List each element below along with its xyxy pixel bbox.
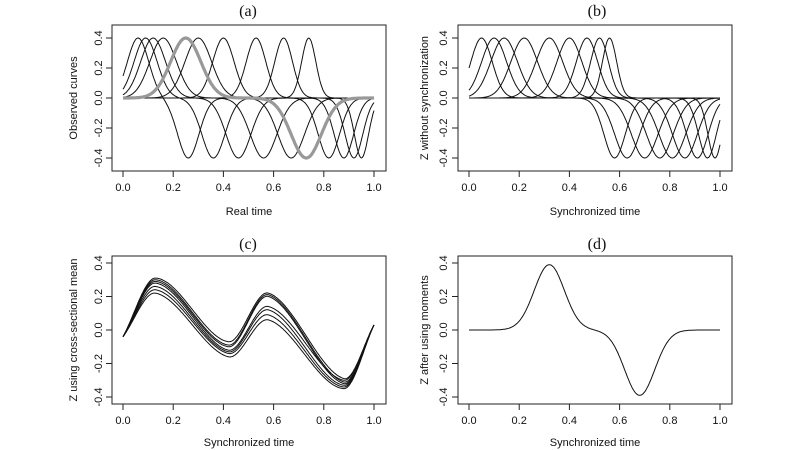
panel-b-xticks: 0.0 0.2 0.4 0.6 0.8 1.0: [461, 171, 728, 194]
xtick-label: 0.0: [461, 415, 476, 427]
xtick-label: 0.0: [461, 182, 476, 194]
xtick-label: 0.8: [662, 415, 677, 427]
xtick-label: 0.8: [316, 182, 331, 194]
panel-d-curves: [469, 264, 720, 396]
ytick-label: -0.4: [93, 149, 105, 168]
xtick-label: 0.4: [562, 415, 577, 427]
ytick-label: 0.0: [438, 90, 450, 105]
panel-c-yticks: -0.4 -0.2 0.0 0.2 0.4: [93, 255, 112, 406]
xtick-label: 0.8: [316, 415, 331, 427]
panel-a-xlabel: Real time: [226, 206, 272, 218]
panel-d: (d) Synchronized time Z after using mome…: [419, 236, 733, 449]
panel-b-xlabel: Synchronized time: [550, 206, 641, 218]
curve-c-5: [122, 285, 375, 386]
panel-b-ylabel: Z without synchronization: [419, 36, 431, 160]
xtick-label: 0.4: [216, 182, 231, 194]
panel-c-xticks: 0.0 0.2 0.4 0.6 0.8 1.0: [115, 404, 382, 427]
xtick-label: 0.2: [512, 182, 527, 194]
ytick-label: -0.2: [438, 354, 450, 373]
ytick-label: 0.4: [438, 255, 450, 270]
ytick-label: 0.4: [93, 255, 105, 270]
curve-c-4: [122, 282, 375, 381]
panel-d-title: (d): [588, 236, 607, 253]
ytick-label: -0.4: [93, 388, 105, 407]
curve-a-10: [122, 36, 375, 160]
xtick-label: 1.0: [712, 182, 727, 194]
panel-b-yticks: -0.4 -0.2 0.0 0.2 0.4: [438, 30, 458, 167]
panel-d-xlabel: Synchronized time: [550, 437, 641, 449]
xtick-label: 0.6: [266, 182, 281, 194]
xtick-label: 0.0: [115, 182, 130, 194]
xtick-label: 0.4: [562, 182, 577, 194]
curve-c-6: [122, 289, 375, 388]
curve-c-7: [122, 292, 375, 390]
curve-b-9: [469, 37, 721, 159]
panel-a-ylabel: Observed curves: [68, 56, 80, 140]
panel-c-ylabel: Z using cross-sectional mean: [68, 258, 80, 401]
panel-a-xticks: 0.0 0.2 0.4 0.6 0.8 1.0: [115, 171, 382, 194]
ytick-label: 0.4: [438, 30, 450, 45]
ytick-label: -0.2: [93, 354, 105, 373]
ytick-label: -0.4: [438, 388, 450, 407]
ytick-label: 0.2: [93, 60, 105, 75]
xtick-label: 0.4: [216, 415, 231, 427]
panel-a-curves: [122, 36, 375, 160]
ytick-label: 0.2: [93, 289, 105, 304]
panel-b: (b) Synchronized time Z without synchron…: [419, 3, 733, 218]
ytick-label: -0.2: [93, 119, 105, 138]
panel-d-xticks: 0.0 0.2 0.4 0.6 0.8 1.0: [461, 404, 728, 427]
ytick-label: 0.2: [438, 289, 450, 304]
xtick-label: 0.0: [115, 415, 130, 427]
xtick-label: 0.6: [266, 415, 281, 427]
panel-c: (c) Synchronized time Z using cross-sect…: [68, 236, 387, 449]
xtick-label: 0.2: [512, 415, 527, 427]
panel-c-title: (c): [239, 236, 257, 253]
xtick-label: 0.6: [612, 415, 627, 427]
ytick-label: -0.4: [438, 149, 450, 168]
panel-a: (a) Real time Observed curves 0.0 0.2 0.…: [68, 3, 387, 218]
ytick-label: 0.2: [438, 60, 450, 75]
panel-a-title: (a): [239, 3, 257, 20]
panel-b-title: (b): [588, 3, 607, 20]
panel-d-yticks: -0.4 -0.2 0.0 0.2 0.4: [438, 255, 458, 406]
xtick-label: 0.2: [166, 182, 181, 194]
curve-c-1: [122, 277, 375, 380]
panel-d-ylabel: Z after using moments: [419, 275, 431, 385]
curve-c-3: [122, 280, 375, 385]
panel-c-curves: [122, 277, 375, 390]
panel-a-yticks: -0.4 -0.2 0.0 0.2 0.4: [93, 30, 112, 167]
panel-b-curves: [468, 37, 721, 159]
xtick-label: 1.0: [712, 415, 727, 427]
panel-c-xlabel: Synchronized time: [204, 437, 295, 449]
xtick-label: 1.0: [366, 415, 381, 427]
xtick-label: 0.8: [662, 182, 677, 194]
curve-d-1: [469, 264, 720, 396]
xtick-label: 0.6: [612, 182, 627, 194]
curve-b-5: [469, 37, 720, 159]
xtick-label: 0.2: [166, 415, 181, 427]
ytick-label: 0.0: [93, 322, 105, 337]
ytick-label: 0.4: [93, 30, 105, 45]
xtick-label: 1.0: [366, 182, 381, 194]
ytick-label: 0.0: [438, 322, 450, 337]
ytick-label: -0.2: [438, 119, 450, 138]
ytick-label: 0.0: [93, 90, 105, 105]
